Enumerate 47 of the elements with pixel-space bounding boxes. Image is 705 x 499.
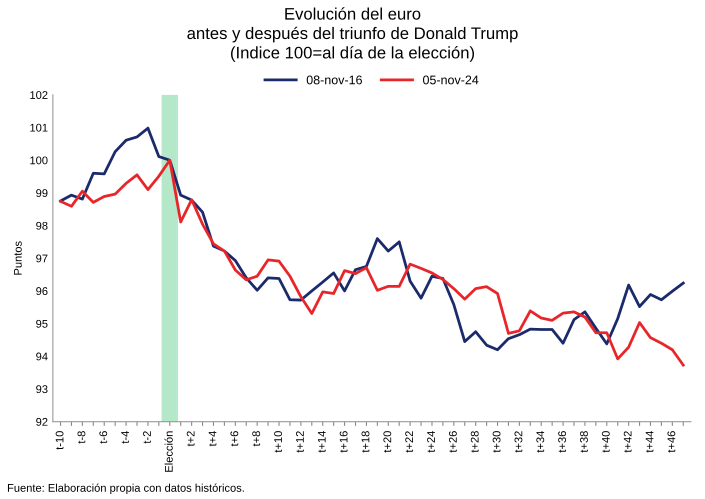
y-tick-label: 102 xyxy=(30,91,48,99)
x-tick-label: t+30 xyxy=(492,431,501,452)
x-tick-label: t+18 xyxy=(362,431,370,452)
x-tick-label: t+22 xyxy=(405,431,414,452)
x-tick-label: t-6 xyxy=(99,431,108,444)
x-tick-label: t-10 xyxy=(56,431,64,450)
x-tick-label: t+40 xyxy=(602,431,610,452)
x-tick-label: t+24 xyxy=(427,431,435,452)
x-tick-label: t+28 xyxy=(470,431,479,452)
source-note: Fuente: Elaboración propia con datos históricos. xyxy=(8,484,244,494)
x-tick-label: t-4 xyxy=(121,431,130,444)
line-series xyxy=(59,126,685,352)
y-tick-label: 93 xyxy=(36,385,48,394)
legend-label: 08-nov-16 xyxy=(306,76,362,84)
x-tick-label: t-8 xyxy=(77,431,86,444)
x-tick-label: t+16 xyxy=(340,431,348,452)
x-tick-label: t+46 xyxy=(667,431,676,452)
y-tick-label: 94 xyxy=(36,352,48,360)
x-tick-label: t+36 xyxy=(558,431,566,452)
x-tick-label: t-2 xyxy=(143,431,151,444)
x-tick-label: t+12 xyxy=(296,431,304,452)
x-tick-label: t+8 xyxy=(252,431,260,446)
y-axis-title: Puntos xyxy=(14,241,22,275)
y-tick-label: 101 xyxy=(30,124,48,132)
x-tick-label: t+6 xyxy=(230,431,238,446)
x-tick-label: t+14 xyxy=(318,431,326,452)
x-tick-label: t+20 xyxy=(383,431,392,452)
y-tick-label: 92 xyxy=(36,418,48,426)
y-tick-label: 95 xyxy=(36,320,48,328)
chart-title: Evolución del euro antes y después del triunfo de Donald Trump (Indice 100=al día de la elección) xyxy=(187,7,518,62)
legend-label: 05-nov-24 xyxy=(423,76,478,84)
x-tick-label: t+38 xyxy=(580,431,588,452)
x-tick-label: t+4 xyxy=(208,431,216,446)
y-tick-label: 98 xyxy=(36,222,48,230)
x-tick-label: t+2 xyxy=(186,431,195,446)
x-tick-label: t+42 xyxy=(624,431,632,452)
x-tick-label: t+10 xyxy=(274,431,282,452)
x-tick-label: t+32 xyxy=(514,431,522,452)
x-tick-label: t+44 xyxy=(646,431,654,452)
y-tick-label: 100 xyxy=(30,156,48,164)
y-tick-label: 97 xyxy=(36,254,48,262)
line-series xyxy=(59,158,685,366)
x-tick-label: t+34 xyxy=(536,431,544,452)
y-tick-label: 96 xyxy=(36,287,48,296)
x-tick-label: Elección xyxy=(164,431,173,472)
x-tick-label: t+26 xyxy=(448,431,457,452)
y-tick-label: 99 xyxy=(36,189,48,197)
